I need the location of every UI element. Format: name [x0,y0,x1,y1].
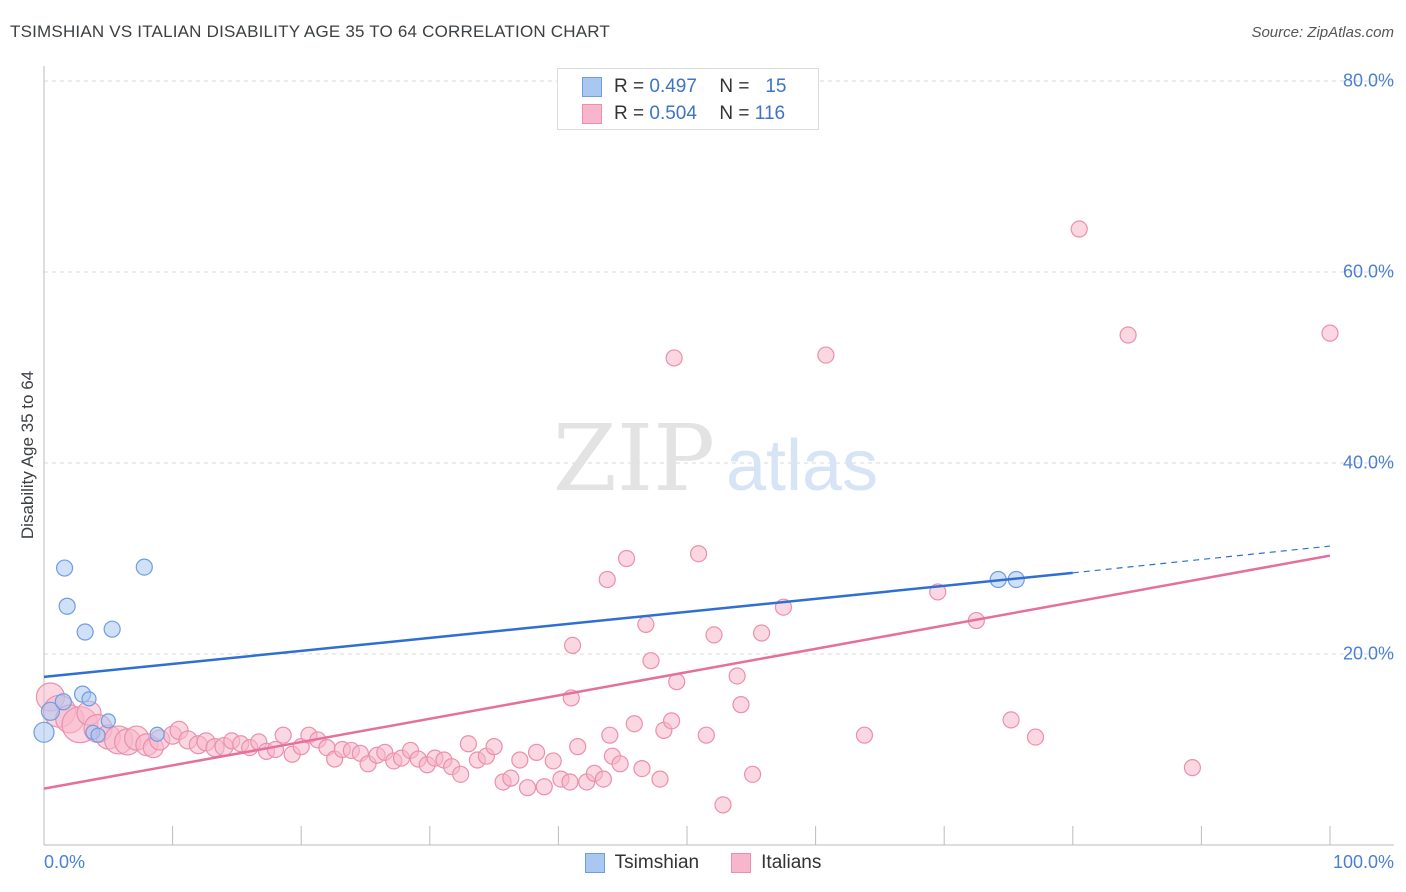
italian-point [1070,220,1088,238]
italian-point [732,696,750,714]
tsimshian-point [90,727,106,743]
watermark-zip: ZIP [553,405,715,512]
tsimshian-point [54,693,72,711]
italian-point [1026,728,1045,746]
italian-point [569,738,587,756]
italian-point [485,738,503,756]
bottom-legend-tsimshian[interactable]: Tsimshian [584,852,700,874]
italian-point [633,759,651,778]
italian-point [561,773,579,791]
italian-point [637,615,655,633]
italian-point [266,740,285,759]
italian-point [611,755,629,773]
tsimshian-trend-extension [1072,545,1331,574]
tsimshian-point [33,721,55,743]
italian-point [535,778,553,796]
source-label: Source: ZipAtlas.com [1251,24,1394,41]
italian-point [651,770,669,788]
watermark: ZIP atlas [553,405,878,512]
legend-row-tsimshian: R = 0.497 N = 15 [582,74,786,100]
y-tick-label: 20.0% [1342,643,1394,664]
bottom-legend: Tsimshian Italians [0,852,1406,874]
bottom-legend-italians[interactable]: Italians [731,852,821,874]
italian-point [642,652,660,670]
legend-n-label: N = [719,76,750,97]
grid-lines [44,80,1394,655]
tsimshian-point [76,623,94,641]
italian-points [35,220,1339,814]
italian-point [598,570,616,589]
italian-point [728,667,746,685]
italian-point [689,545,708,563]
italian-point [705,626,723,644]
bottom-legend-label: Italians [761,852,822,873]
bottom-legend-label: Tsimshian [614,852,700,873]
y-tick-label: 40.0% [1342,452,1394,473]
italian-point [527,743,546,761]
italian-point [1321,324,1339,342]
italian-point [502,769,520,787]
legend-r-label: R = [614,103,645,124]
legend-n-label: N = [719,103,750,124]
tsimshian-swatch [582,77,602,97]
italian-point [714,796,732,814]
y-tick-label: 60.0% [1342,261,1394,282]
italian-point [601,726,619,744]
italian-point [459,735,477,753]
tsimshian-point [103,620,121,638]
tsimshian-swatch [584,853,605,873]
italian-point [617,549,636,568]
italian-point [518,779,537,797]
italian-point [625,715,643,733]
italian-point [544,752,562,770]
legend-r-value: 0.497 [649,76,697,97]
italian-point [817,346,835,364]
axes [43,66,1394,846]
italian-point [594,770,613,788]
tsimshian-point [100,713,116,729]
italians-swatch [582,104,602,124]
tsimshian-point [81,691,97,707]
italian-point [697,726,715,744]
tsimshian-point [58,597,76,615]
x-tick-label-min: 0.0% [44,852,86,872]
italian-point [662,712,681,730]
italian-point [452,765,470,783]
italian-point [274,726,292,744]
italian-point [1002,711,1020,729]
trend-lines [43,545,1331,790]
y-tick-label: 80.0% [1342,70,1394,91]
tsimshian-point [135,558,153,576]
x-tick-label-max: 100.0% [1332,852,1394,872]
tsimshian-point [149,726,165,742]
italian-point [665,349,683,367]
italian-point [752,624,771,642]
legend-row-italians: R = 0.504 N = 116 [582,101,785,127]
italian-point [1119,326,1137,344]
legend-n-value: 15 [765,76,787,97]
tsimshian-point [55,559,74,577]
italian-trend-line [43,554,1331,790]
italian-point [1183,759,1201,777]
watermark-atlas: atlas [726,426,878,506]
chart-title: TSIMSHIAN VS ITALIAN DISABILITY AGE 35 T… [10,22,611,41]
italian-point [511,751,529,769]
tsimshian-trend-line [43,571,1073,679]
italian-point [743,765,762,783]
y-axis-label: Disability Age 35 to 64 [18,370,37,540]
legend-n-value: 116 [754,103,786,124]
legend-r-label: R = [614,76,645,97]
legend: R = 0.497 N = 15 R = 0.504 N = 116 [557,68,819,130]
italians-swatch [731,853,752,873]
tsimshian-point [40,701,61,721]
tsimshian-points [33,558,1025,743]
legend-r-value: 0.504 [649,103,697,124]
italian-point [563,636,582,655]
italian-point [855,726,874,744]
